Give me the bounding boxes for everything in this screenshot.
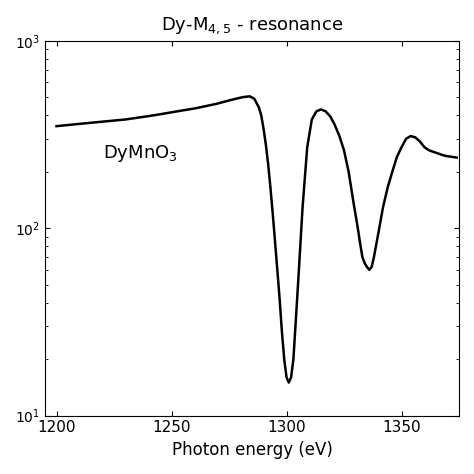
Text: DyMnO$_3$: DyMnO$_3$ (102, 143, 177, 164)
X-axis label: Photon energy (eV): Photon energy (eV) (172, 441, 332, 459)
Title: Dy-M$_{4,5}$ - resonance: Dy-M$_{4,5}$ - resonance (161, 15, 343, 36)
